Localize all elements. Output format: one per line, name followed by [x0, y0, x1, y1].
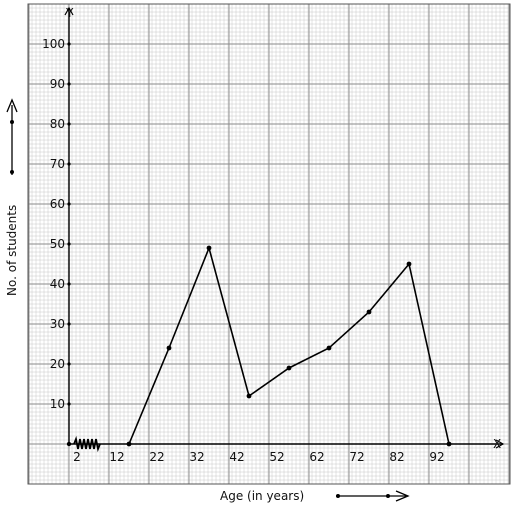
- x-tick-label: 32: [189, 450, 204, 464]
- data-point: [286, 365, 292, 371]
- y-tick-label: 10: [50, 397, 65, 411]
- y-tick-label: 30: [50, 317, 65, 331]
- y-tick-point: [67, 42, 71, 46]
- y-tick-label: 100: [42, 37, 65, 51]
- y-tick-point: [67, 162, 71, 166]
- x-tick-label: 42: [229, 450, 244, 464]
- x-tick-label: 22: [149, 450, 164, 464]
- origin-point: [66, 441, 72, 447]
- y-tick-label: 70: [50, 157, 65, 171]
- y-tick-point: [67, 282, 71, 286]
- y-tick-label: 90: [50, 77, 65, 91]
- y-tick-label: 20: [50, 357, 65, 371]
- y-tick-point: [67, 322, 71, 326]
- axes: [64, 6, 505, 453]
- y-tick-label: 50: [50, 237, 65, 251]
- y-direction-arrow-icon: [6, 98, 18, 175]
- x-tick-label: 2: [73, 450, 81, 464]
- x-tick-label: 12: [109, 450, 124, 464]
- y-tick-point: [67, 362, 71, 366]
- x-tick-label: 82: [389, 450, 404, 464]
- tick-labels: 2 12 22 32 42 52 62 72 82 92 10 20 30 40 50 60 70 80 90 100: [42, 37, 445, 464]
- x-tick-label: 72: [349, 450, 364, 464]
- y-axis-letter: Y: [65, 6, 74, 20]
- x-axis-title: Age (in years): [220, 489, 304, 503]
- data-point: [246, 393, 252, 399]
- y-tick-label: 60: [50, 197, 65, 211]
- data-point: [126, 441, 132, 447]
- x-direction-arrow-icon: [336, 490, 410, 502]
- x-axis-arrowhead: [495, 439, 505, 449]
- data-point: [446, 441, 452, 447]
- data-point: [366, 309, 372, 315]
- data-series: [126, 245, 452, 447]
- y-tick-point: [67, 402, 71, 406]
- y-tick-point: [67, 202, 71, 206]
- y-tick-label: 40: [50, 277, 65, 291]
- x-tick-label: 52: [269, 450, 284, 464]
- x-tick-label: 92: [429, 450, 444, 464]
- y-tick-point: [67, 242, 71, 246]
- y-axis-arrowhead: [64, 6, 74, 16]
- y-tick-point: [67, 82, 71, 86]
- data-point: [166, 345, 172, 351]
- x-axis-letter: X: [493, 437, 501, 451]
- y-axis-title: No. of students: [5, 205, 19, 296]
- plot-border: [27, 3, 511, 485]
- y-tick-point: [67, 122, 71, 126]
- data-point: [406, 261, 412, 267]
- y-tick-label: 80: [50, 117, 65, 131]
- data-point: [326, 345, 332, 351]
- data-point: [206, 245, 212, 251]
- x-axis-break-zigzag: [73, 435, 101, 453]
- x-tick-label: 62: [309, 450, 324, 464]
